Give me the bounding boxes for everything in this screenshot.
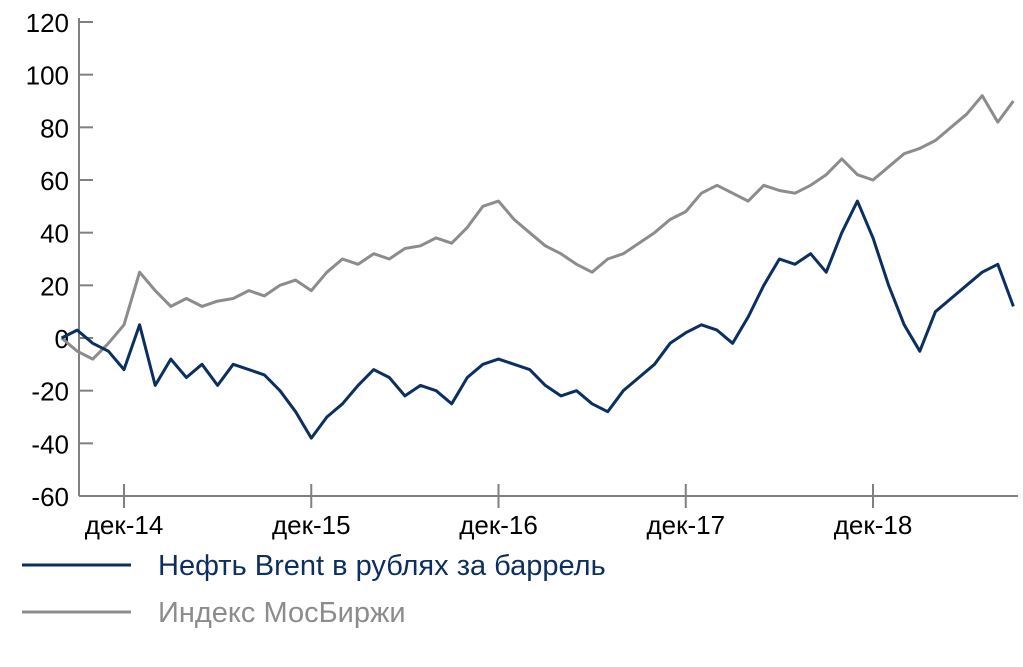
y-tick-label: 100 [26,61,69,91]
x-tick-label: дек-15 [272,510,351,540]
legend-label: Индекс МосБиржи [158,597,406,629]
x-tick-label: дек-14 [85,510,164,540]
y-tick-label: 60 [40,166,69,196]
legend: Нефть Brent в рублях за баррель Индекс Мо… [22,550,606,629]
y-tick-label: -20 [31,377,69,407]
y-tick-label: 80 [40,113,69,143]
legend-label: Нефть Brent в рублях за баррель [158,550,606,582]
series-lines [60,94,1015,440]
y-tick-label: -60 [31,482,69,512]
y-tick-label: 120 [26,8,69,38]
y-tick-label: 20 [40,271,69,301]
series-line-moex-index [60,94,1015,361]
series-line-brent-rub [60,199,1015,440]
x-tick-label: дек-16 [459,510,538,540]
x-tick-label: дек-18 [834,510,913,540]
y-tick-label: 40 [40,219,69,249]
y-tick-label: -40 [31,429,69,459]
x-tick-label: дек-17 [646,510,725,540]
